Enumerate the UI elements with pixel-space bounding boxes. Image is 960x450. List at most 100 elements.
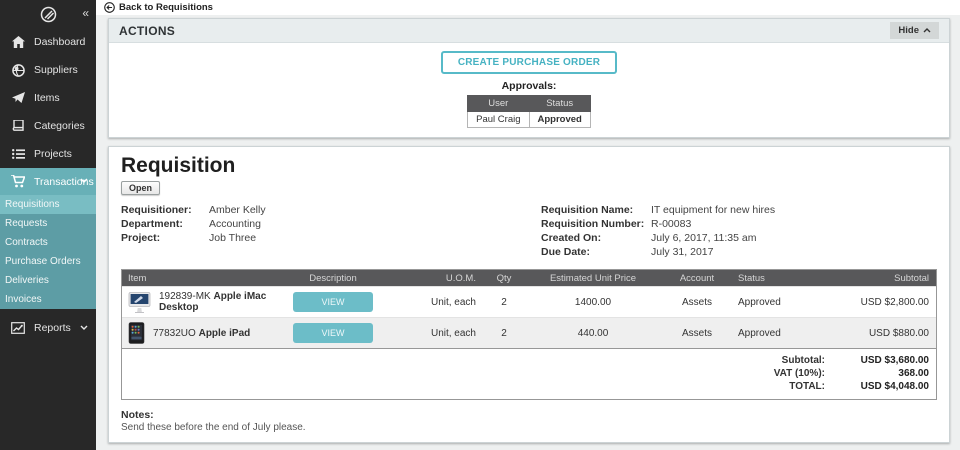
notes-label: Notes:	[121, 409, 154, 421]
sidebar-item-invoices[interactable]: Invoices	[0, 290, 96, 309]
item-status: Approved	[738, 296, 781, 308]
actions-panel-header: ACTIONS Hide	[109, 19, 949, 43]
hide-actions-button[interactable]: Hide	[890, 22, 939, 39]
actions-body: CREATE PURCHASE ORDER Approvals: User St…	[109, 43, 949, 137]
notes-text: Send these before the end of July please…	[121, 422, 306, 433]
app-logo-icon[interactable]	[40, 6, 57, 23]
approver-name: Paul Craig	[467, 111, 530, 128]
approvals-header-user: User	[467, 95, 530, 112]
item-code: 77832UO	[153, 327, 196, 339]
globe-icon	[11, 63, 25, 77]
header-qty: Qty	[496, 272, 512, 284]
book-icon	[11, 120, 25, 132]
paper-plane-icon	[11, 92, 25, 104]
sidebar-item-label: Projects	[34, 148, 72, 160]
sidebar-subitem-label: Invoices	[5, 294, 42, 305]
detail-label: Created On:	[541, 232, 602, 244]
imac-product-icon	[128, 291, 151, 313]
back-to-requisitions-link[interactable]: Back to Requisitions	[119, 2, 213, 13]
sidebar-item-purchase-orders[interactable]: Purchase Orders	[0, 252, 96, 271]
detail-value: July 31, 2017	[651, 246, 714, 258]
view-description-button[interactable]: VIEW	[293, 323, 373, 343]
header-item: Item	[128, 272, 147, 284]
create-purchase-order-button[interactable]: CREATE PURCHASE ORDER	[440, 51, 618, 74]
sidebar-subitem-label: Requisitions	[5, 199, 60, 210]
back-icon	[104, 2, 115, 13]
header-status: Status	[738, 272, 765, 284]
chart-icon	[11, 322, 25, 334]
item-name: Apple iMac Desktop	[159, 291, 267, 313]
detail-label: Requisition Name:	[541, 204, 634, 216]
sidebar-logo-row: «	[0, 0, 96, 28]
sidebar-item-label: Dashboard	[34, 36, 86, 48]
cart-icon	[11, 175, 25, 188]
item-account: Assets	[681, 296, 712, 308]
item-subtotal: USD $2,800.00	[860, 296, 929, 308]
detail-value: IT equipment for new hires	[651, 204, 776, 216]
sidebar-item-projects[interactable]: Projects	[0, 140, 96, 168]
item-unit-price: 1400.00	[574, 296, 612, 308]
open-status-button[interactable]: Open	[121, 181, 161, 195]
sidebar-item-label: Items	[34, 92, 60, 104]
view-description-button[interactable]: VIEW	[293, 292, 373, 312]
sidebar-item-items[interactable]: Items	[0, 84, 96, 112]
sidebar-item-label: Transactions	[34, 175, 94, 188]
table-row: 77832UO Apple iPad VIEW Unit, each 2 440…	[122, 317, 936, 348]
item-subtotal: USD $880.00	[868, 327, 929, 339]
sidebar-item-requisitions[interactable]: Requisitions	[0, 195, 96, 214]
main-content: Back to Requisitions ACTIONS Hide CREATE…	[96, 0, 960, 450]
sidebar-subitem-label: Requests	[5, 218, 48, 229]
totals-section: Subtotal: USD $3,680.00 VAT (10%): 368.00 …	[122, 348, 936, 399]
subtotal-label: Subtotal:	[781, 355, 825, 366]
vat-value: 368.00	[898, 368, 929, 379]
approvals-table: User Status Paul Craig Approved	[467, 95, 591, 128]
item-qty: 2	[501, 296, 507, 308]
detail-value: July 6, 2017, 11:35 am	[651, 232, 757, 244]
chevron-down-icon	[80, 178, 88, 183]
chevron-up-icon	[923, 28, 931, 33]
item-qty: 2	[501, 327, 507, 339]
page-title: Requisition	[121, 154, 236, 177]
sidebar-item-suppliers[interactable]: Suppliers	[0, 56, 96, 84]
details-right-column: Requisition Name: IT equipment for new hi…	[541, 203, 775, 259]
header-uom: U.O.M.	[445, 272, 476, 284]
item-uom: Unit, each	[430, 327, 476, 339]
approvals-header-status: Status	[528, 95, 591, 112]
sidebar-subitem-label: Purchase Orders	[5, 256, 81, 267]
sidebar-item-reports[interactable]: Reports	[0, 314, 96, 342]
detail-value: Amber Kelly	[209, 204, 266, 216]
chevron-down-icon	[80, 325, 88, 330]
actions-panel: ACTIONS Hide CREATE PURCHASE ORDER Appro…	[108, 18, 950, 138]
sidebar-item-contracts[interactable]: Contracts	[0, 233, 96, 252]
approval-status: Approved	[528, 111, 591, 128]
sidebar-item-label: Reports	[34, 322, 71, 334]
detail-label: Due Date:	[541, 246, 591, 258]
detail-value: R-00083	[651, 218, 692, 230]
total-label: TOTAL:	[789, 381, 825, 392]
sidebar-item-label: Suppliers	[34, 64, 78, 76]
sidebar-item-transactions[interactable]: Transactions	[0, 168, 96, 195]
notes-section: Notes: Send these before the end of July…	[121, 409, 937, 434]
sidebar-item-deliveries[interactable]: Deliveries	[0, 271, 96, 290]
item-code: 192839-MK	[159, 291, 211, 302]
detail-label: Requisitioner:	[121, 204, 192, 216]
actions-title: ACTIONS	[119, 23, 176, 38]
item-account: Assets	[681, 327, 712, 339]
sidebar-item-requests[interactable]: Requests	[0, 214, 96, 233]
requisition-details: Requisitioner: Amber Kelly Department: Acc…	[121, 203, 937, 259]
items-table: Item Description U.O.M. Qty Estimated Un…	[121, 269, 937, 400]
sidebar-item-label: Categories	[34, 120, 85, 132]
item-name: Apple iPad	[198, 327, 251, 339]
approvals-row: Paul Craig Approved	[467, 111, 591, 128]
item-unit-price: 440.00	[577, 327, 609, 339]
total-value: USD $4,048.00	[860, 381, 929, 392]
detail-value: Accounting	[209, 218, 261, 230]
sidebar-collapse-icon[interactable]: «	[82, 6, 89, 20]
item-uom: Unit, each	[430, 296, 476, 308]
sidebar-item-dashboard[interactable]: Dashboard	[0, 28, 96, 56]
items-table-header: Item Description U.O.M. Qty Estimated Un…	[122, 270, 936, 286]
sidebar-item-categories[interactable]: Categories	[0, 112, 96, 140]
topbar: Back to Requisitions	[96, 0, 960, 15]
sidebar-subitem-label: Contracts	[5, 237, 48, 248]
